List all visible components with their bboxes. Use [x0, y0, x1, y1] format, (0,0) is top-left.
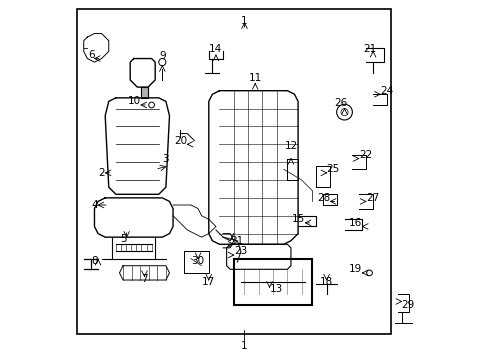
Text: 31: 31	[230, 236, 243, 246]
Text: 7: 7	[141, 274, 147, 284]
Text: 1: 1	[241, 342, 247, 351]
Text: 25: 25	[326, 164, 339, 174]
Text: 30: 30	[191, 256, 204, 266]
Text: 12: 12	[284, 141, 297, 152]
Bar	[233, 258, 312, 305]
Text: 13: 13	[269, 284, 283, 294]
Text: 19: 19	[348, 264, 362, 274]
Text: 21: 21	[362, 44, 375, 54]
Text: 20: 20	[174, 136, 187, 146]
Text: 17: 17	[202, 277, 215, 287]
Polygon shape	[141, 87, 148, 98]
Text: 26: 26	[334, 98, 347, 108]
Text: 18: 18	[319, 277, 333, 287]
Text: 4: 4	[91, 200, 98, 210]
Text: 29: 29	[401, 300, 414, 310]
Text: 22: 22	[358, 150, 371, 160]
Text: 1: 1	[241, 16, 247, 26]
Text: 28: 28	[316, 193, 329, 203]
Text: 27: 27	[365, 193, 378, 203]
Text: 14: 14	[209, 44, 222, 54]
Text: 8: 8	[91, 256, 98, 266]
Text: 23: 23	[233, 247, 246, 256]
Text: 16: 16	[348, 218, 362, 228]
Text: 2: 2	[99, 168, 105, 178]
Text: 10: 10	[127, 96, 141, 107]
Text: 5: 5	[120, 234, 126, 244]
Text: 24: 24	[380, 86, 393, 96]
Text: 3: 3	[162, 154, 169, 163]
Text: 9: 9	[159, 51, 165, 62]
Text: 11: 11	[248, 73, 261, 83]
Text: 6: 6	[88, 50, 94, 60]
Text: 15: 15	[291, 214, 305, 224]
